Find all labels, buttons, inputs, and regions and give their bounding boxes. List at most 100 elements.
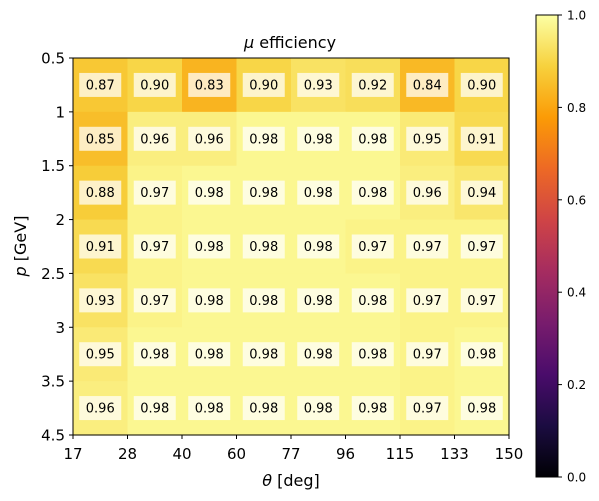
cell-value-label: 0.98 bbox=[304, 132, 333, 147]
cell-value-label: 0.98 bbox=[140, 348, 169, 363]
cell-label-box bbox=[133, 234, 176, 259]
cell-value-label: 0.96 bbox=[413, 186, 442, 201]
colorbar bbox=[535, 14, 559, 478]
x-axis-label: θ [deg] bbox=[262, 471, 320, 490]
cell-value-label: 0.98 bbox=[304, 348, 333, 363]
cell-value-label: 0.95 bbox=[86, 348, 115, 363]
cell-value-label: 0.95 bbox=[413, 132, 442, 147]
cell-label-box bbox=[351, 234, 394, 259]
y-tick-label: 3 bbox=[55, 319, 65, 337]
colorbar-ticks: 0.0 0.2 0.4 0.6 0.8 1.0 bbox=[558, 9, 586, 485]
x-tick-label: 77 bbox=[281, 445, 300, 463]
cell-value-label: 0.98 bbox=[249, 348, 278, 363]
cell-label-box bbox=[188, 288, 231, 313]
cell-value-label: 0.91 bbox=[467, 132, 496, 147]
cell-value-label: 0.98 bbox=[249, 294, 278, 309]
y-tick-label: 4.5 bbox=[41, 427, 65, 445]
cell-value-label: 0.98 bbox=[140, 402, 169, 417]
cell-value-label: 0.96 bbox=[195, 132, 224, 147]
colorbar-tick-label: 1.0 bbox=[567, 9, 586, 23]
cell-value-label: 0.98 bbox=[358, 348, 387, 363]
cell-label-box bbox=[242, 396, 285, 421]
cell-value-label: 0.97 bbox=[413, 348, 442, 363]
cell-label-box bbox=[242, 234, 285, 259]
y-axis-label: p [GeV] bbox=[11, 216, 30, 278]
cell-label-box bbox=[188, 72, 231, 97]
cell-label-box bbox=[79, 234, 122, 259]
cell-label-box bbox=[133, 72, 176, 97]
cell-value-label: 0.98 bbox=[195, 240, 224, 255]
cell-label-box bbox=[406, 180, 449, 205]
cell-label-box bbox=[351, 288, 394, 313]
cell-value-label: 0.98 bbox=[358, 402, 387, 417]
cell-label-box bbox=[79, 126, 122, 151]
cell-label-box bbox=[297, 126, 340, 151]
cell-label-box bbox=[351, 126, 394, 151]
cell-value-label: 0.88 bbox=[86, 186, 115, 201]
colorbar-tick-label: 0.0 bbox=[567, 471, 586, 485]
heatmap-cell-labels: 0.87 0.90 0.83 0.90 0.93 0.92 0.84 0.90 0.85 0.96… bbox=[79, 72, 503, 421]
cell-value-label: 0.98 bbox=[249, 402, 278, 417]
cell-value-label: 0.98 bbox=[249, 240, 278, 255]
cell-value-label: 0.90 bbox=[249, 78, 278, 93]
cell-label-box bbox=[406, 72, 449, 97]
cell-label-box bbox=[460, 180, 503, 205]
cell-label-box bbox=[79, 396, 122, 421]
cell-value-label: 0.98 bbox=[249, 132, 278, 147]
cell-label-box bbox=[460, 342, 503, 367]
cell-value-label: 0.96 bbox=[140, 132, 169, 147]
cell-value-label: 0.98 bbox=[304, 402, 333, 417]
cell-label-box bbox=[297, 72, 340, 97]
x-tick-label: 150 bbox=[495, 445, 524, 463]
cell-value-label: 0.97 bbox=[413, 402, 442, 417]
y-tick-label: 0.5 bbox=[41, 50, 65, 68]
cell-label-box bbox=[297, 342, 340, 367]
cell-label-box bbox=[242, 180, 285, 205]
x-tick-label: 40 bbox=[172, 445, 191, 463]
cell-label-box bbox=[460, 396, 503, 421]
cell-value-label: 0.98 bbox=[358, 294, 387, 309]
cell-label-box bbox=[351, 72, 394, 97]
cell-value-label: 0.98 bbox=[304, 294, 333, 309]
cell-value-label: 0.98 bbox=[304, 240, 333, 255]
cell-value-label: 0.98 bbox=[195, 294, 224, 309]
cell-value-label: 0.87 bbox=[86, 78, 115, 93]
cell-label-box bbox=[133, 126, 176, 151]
cell-label-box bbox=[351, 396, 394, 421]
x-tick-label: 133 bbox=[440, 445, 469, 463]
cell-value-label: 0.90 bbox=[467, 78, 496, 93]
cell-value-label: 0.97 bbox=[467, 240, 496, 255]
x-tick-label: 115 bbox=[386, 445, 415, 463]
colorbar-tick-label: 0.4 bbox=[567, 286, 586, 300]
cell-label-box bbox=[188, 234, 231, 259]
chart-title: μ efficiency bbox=[243, 33, 336, 52]
cell-label-box bbox=[133, 342, 176, 367]
cell-value-label: 0.97 bbox=[140, 240, 169, 255]
y-tick-label: 2 bbox=[55, 211, 65, 229]
y-tick-label: 1.5 bbox=[41, 157, 65, 175]
chart-title-text: efficiency bbox=[254, 33, 336, 52]
cell-value-label: 0.98 bbox=[195, 186, 224, 201]
cell-value-label: 0.97 bbox=[413, 294, 442, 309]
x-axis-label-unit: [deg] bbox=[272, 471, 320, 490]
y-tick-label: 1 bbox=[55, 103, 65, 121]
cell-value-label: 0.96 bbox=[86, 402, 115, 417]
cell-label-box bbox=[460, 72, 503, 97]
cell-value-label: 0.91 bbox=[86, 240, 115, 255]
cell-label-box bbox=[460, 288, 503, 313]
cell-value-label: 0.85 bbox=[86, 132, 115, 147]
cell-label-box bbox=[460, 234, 503, 259]
colorbar-tick-label: 0.6 bbox=[567, 193, 586, 207]
colorbar-tick-label: 0.2 bbox=[567, 378, 586, 392]
y-axis-label-symbol: p bbox=[11, 266, 30, 277]
x-tick-label: 17 bbox=[63, 445, 82, 463]
cell-value-label: 0.93 bbox=[86, 294, 115, 309]
cell-value-label: 0.98 bbox=[304, 186, 333, 201]
colorbar-tick-label: 0.8 bbox=[567, 101, 586, 115]
cell-label-box bbox=[242, 342, 285, 367]
cell-label-box bbox=[188, 180, 231, 205]
cell-value-label: 0.90 bbox=[140, 78, 169, 93]
cell-label-box bbox=[460, 126, 503, 151]
cell-label-box bbox=[79, 288, 122, 313]
